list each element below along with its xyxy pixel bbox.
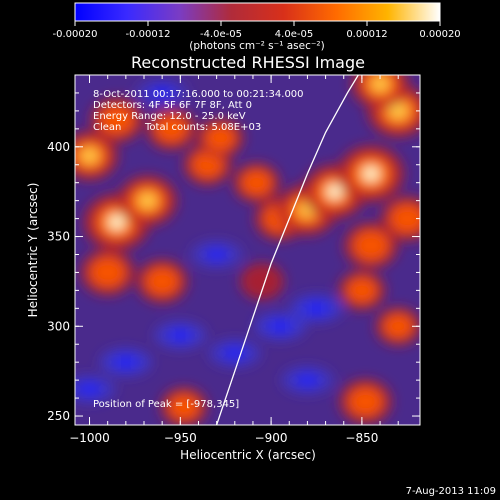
heatmap-blob: [154, 114, 188, 143]
heatmap-blob: [168, 328, 193, 343]
heatmap-blob: [137, 192, 158, 210]
heatmap-blob: [295, 373, 320, 388]
info-total-counts: Total counts: 5.08E+03: [144, 122, 261, 133]
info-energy-range: Energy Range: 12.0 - 25.0 keV: [93, 111, 246, 122]
heatmap-blob: [268, 319, 293, 334]
heatmap-blob: [304, 301, 329, 316]
plot-area: −1000 −950 −900 −850 250 300 350 400 8-Oct-2011…: [47, 74, 421, 445]
heatmap-blob: [204, 247, 229, 262]
y-tick-label: 250: [47, 409, 70, 423]
heatmap-blob: [168, 393, 200, 421]
heatmap-blob: [383, 313, 414, 339]
heatmap-blob: [191, 151, 224, 179]
colorbar-tick-label: 0.00012: [346, 29, 387, 40]
heatmap-blob: [389, 203, 420, 234]
y-tick-label: 350: [47, 230, 70, 244]
chart-title: Reconstructed RHESSI Image: [131, 53, 365, 72]
image-blobs: [75, 75, 420, 425]
y-axis-label: Heliocentric Y (arcsec): [26, 183, 40, 318]
y-tick-label: 300: [47, 319, 70, 333]
heatmap-peak: [110, 216, 123, 229]
x-tick-label: −1000: [69, 431, 110, 445]
heatmap-blob: [241, 169, 273, 196]
info-detectors: Detectors: 4F 5F 6F 7F 8F, Att 0: [93, 100, 252, 111]
heatmap-peak: [328, 185, 341, 198]
heatmap-blob: [145, 266, 180, 296]
solar-limb-curve: [215, 75, 359, 425]
heatmap-blob: [370, 75, 390, 93]
colorbar-tick-label: -0.00020: [53, 29, 98, 40]
heatmap-blob: [352, 230, 389, 261]
colorbar-tick-label: 4.0e-05: [275, 29, 313, 40]
footer-date: 7-Aug-2013 11:09: [406, 486, 496, 497]
colorbar-tick-label: 0.00020: [419, 29, 460, 40]
y-tick-label: 400: [47, 140, 70, 154]
heatmap-blob: [77, 382, 102, 397]
info-time-range: 8-Oct-2011 00:17:16.000 to 00:21:34.000: [93, 89, 304, 100]
colorbar-ticks: -0.00020 -0.00012 -4.0e-05 4.0e-05 0.00012 0.…: [53, 21, 461, 40]
colorbar-units: (photons cm⁻² s⁻¹ asec⁻²): [189, 40, 324, 52]
peak-position: Position of Peak = [-978,345]: [93, 399, 239, 410]
axis-ticks: −1000 −950 −900 −850 250 300 350 400: [47, 74, 420, 445]
heatmap-blob: [113, 355, 138, 370]
heatmap-blob: [222, 346, 247, 361]
colorbar-tick-label: -0.00012: [126, 29, 171, 40]
colorbar-tick-label: -4.0e-05: [200, 29, 242, 40]
heatmap-blob: [346, 277, 378, 304]
heatmap-blob: [240, 263, 284, 300]
heatmap-blob: [150, 85, 175, 100]
heatmap-blob: [89, 257, 126, 288]
x-tick-label: −950: [164, 431, 197, 445]
colorbar: -0.00020 -0.00012 -4.0e-05 4.0e-05 0.00012 0.…: [53, 2, 461, 52]
info-clean: Clean: [93, 122, 121, 133]
x-tick-label: −850: [345, 431, 378, 445]
x-axis-label: Heliocentric X (arcsec): [180, 448, 316, 462]
heatmap-blob: [204, 124, 236, 151]
heatmap-blob: [387, 102, 409, 120]
plot-frame: [74, 74, 421, 426]
x-tick-label: −900: [255, 431, 288, 445]
heatmap-blob: [99, 104, 135, 135]
colorbar-strip: [74, 2, 441, 22]
heatmap-blob: [348, 386, 384, 417]
heatmap-peak: [364, 167, 377, 180]
heatmap-blob: [80, 147, 100, 164]
